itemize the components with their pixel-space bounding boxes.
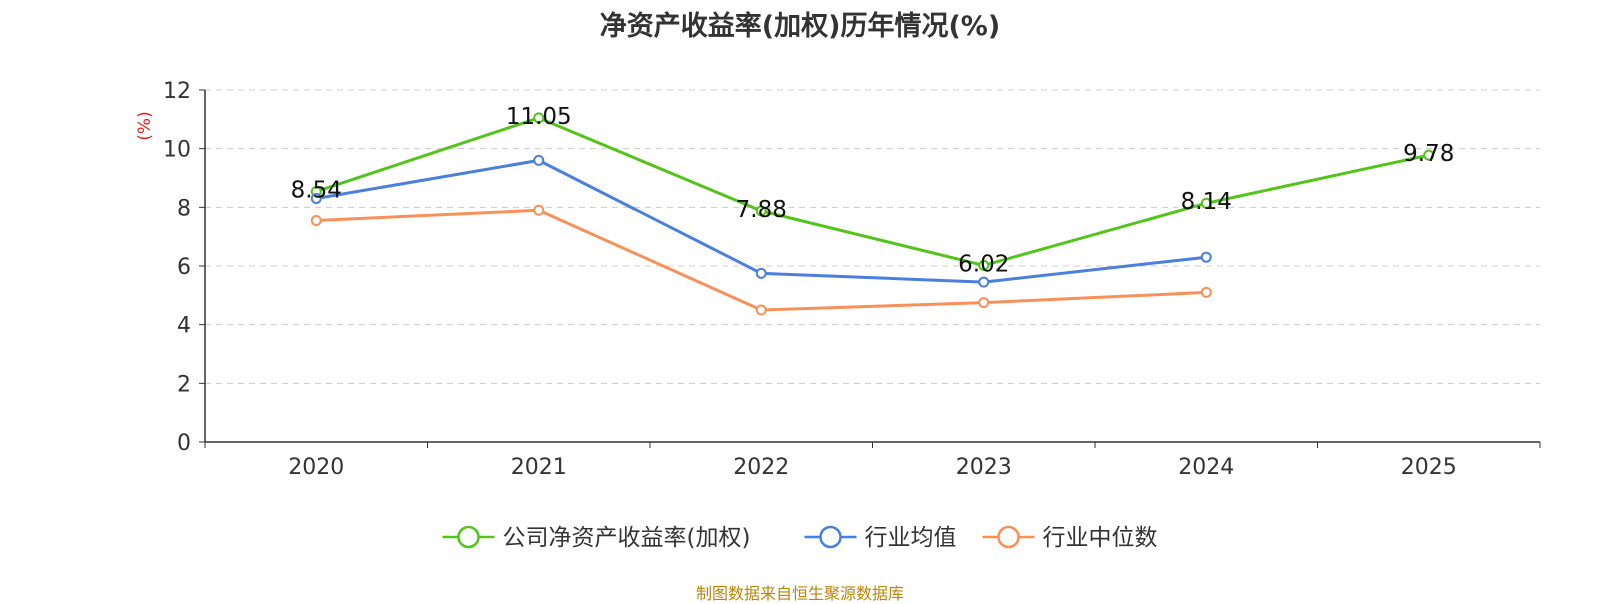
legend-item-0: 公司净资产收益率(加权) [442, 525, 751, 551]
legend-item-2: 行业中位数 [982, 525, 1158, 551]
data-point [1200, 197, 1212, 209]
x-tick-label: 2021 [511, 455, 567, 480]
series-line-2 [316, 208, 1207, 312]
data-point [755, 304, 767, 316]
data-point [978, 276, 990, 288]
data-point [1200, 286, 1212, 298]
x-tick-label: 2020 [288, 455, 344, 480]
x-tick-label: 2025 [1401, 455, 1457, 480]
y-axis-label: (%) [135, 111, 155, 140]
data-point [1200, 251, 1212, 263]
series-layer [310, 112, 1435, 316]
data-point [755, 267, 767, 279]
legend-marker-icon [819, 525, 842, 549]
data-point [755, 205, 767, 217]
series-line-0 [315, 116, 1430, 267]
x-tick-label: 2022 [733, 455, 789, 480]
legend-layer: 公司净资产收益率(加权) 行业均值 行业中位数 [442, 525, 1158, 551]
y-tick-label: 2 [177, 372, 191, 397]
data-point [533, 112, 545, 124]
y-tick-label: 10 [163, 138, 191, 163]
y-tick-label: 6 [177, 255, 191, 280]
y-tick-label: 8 [177, 196, 191, 221]
data-label: 11.05 [506, 104, 572, 130]
legend-label: 行业均值 [865, 525, 957, 551]
axis-layer: 0 2 4 6 8 10 12 2020 2021 2022 2023 2024 2025 (%) [135, 79, 1541, 480]
data-label: 8.14 [1181, 189, 1232, 215]
chart-title: 净资产收益率(加权)历年情况(%) [599, 11, 1001, 42]
grid-layer [205, 89, 1540, 384]
y-tick-label: 12 [163, 79, 191, 104]
data-label: 8.54 [291, 177, 342, 203]
data-label: 9.78 [1403, 141, 1454, 167]
y-tick-label: 0 [177, 431, 191, 456]
x-tick-label: 2024 [1178, 455, 1234, 480]
data-point [978, 259, 990, 271]
legend-marker-icon [457, 525, 480, 549]
x-tick-label: 2023 [956, 455, 1012, 480]
data-label: 6.02 [958, 251, 1009, 277]
data-point [310, 215, 322, 227]
legend-label: 行业中位数 [1043, 525, 1158, 551]
data-point [533, 154, 545, 166]
source-note: 制图数据来自恒生聚源数据库 [695, 584, 904, 603]
data-label: 7.88 [736, 197, 787, 223]
y-tick-label: 4 [177, 314, 191, 339]
legend-marker-icon [997, 525, 1020, 549]
data-point [533, 204, 545, 216]
label-layer: 8.54 11.05 7.88 6.02 8.14 9.78 [291, 104, 1455, 278]
data-point [310, 193, 322, 205]
data-point [978, 297, 990, 309]
data-point [1423, 149, 1435, 161]
legend-item-1: 行业均值 [804, 525, 957, 551]
legend-label: 公司净资产收益率(加权) [503, 525, 751, 551]
